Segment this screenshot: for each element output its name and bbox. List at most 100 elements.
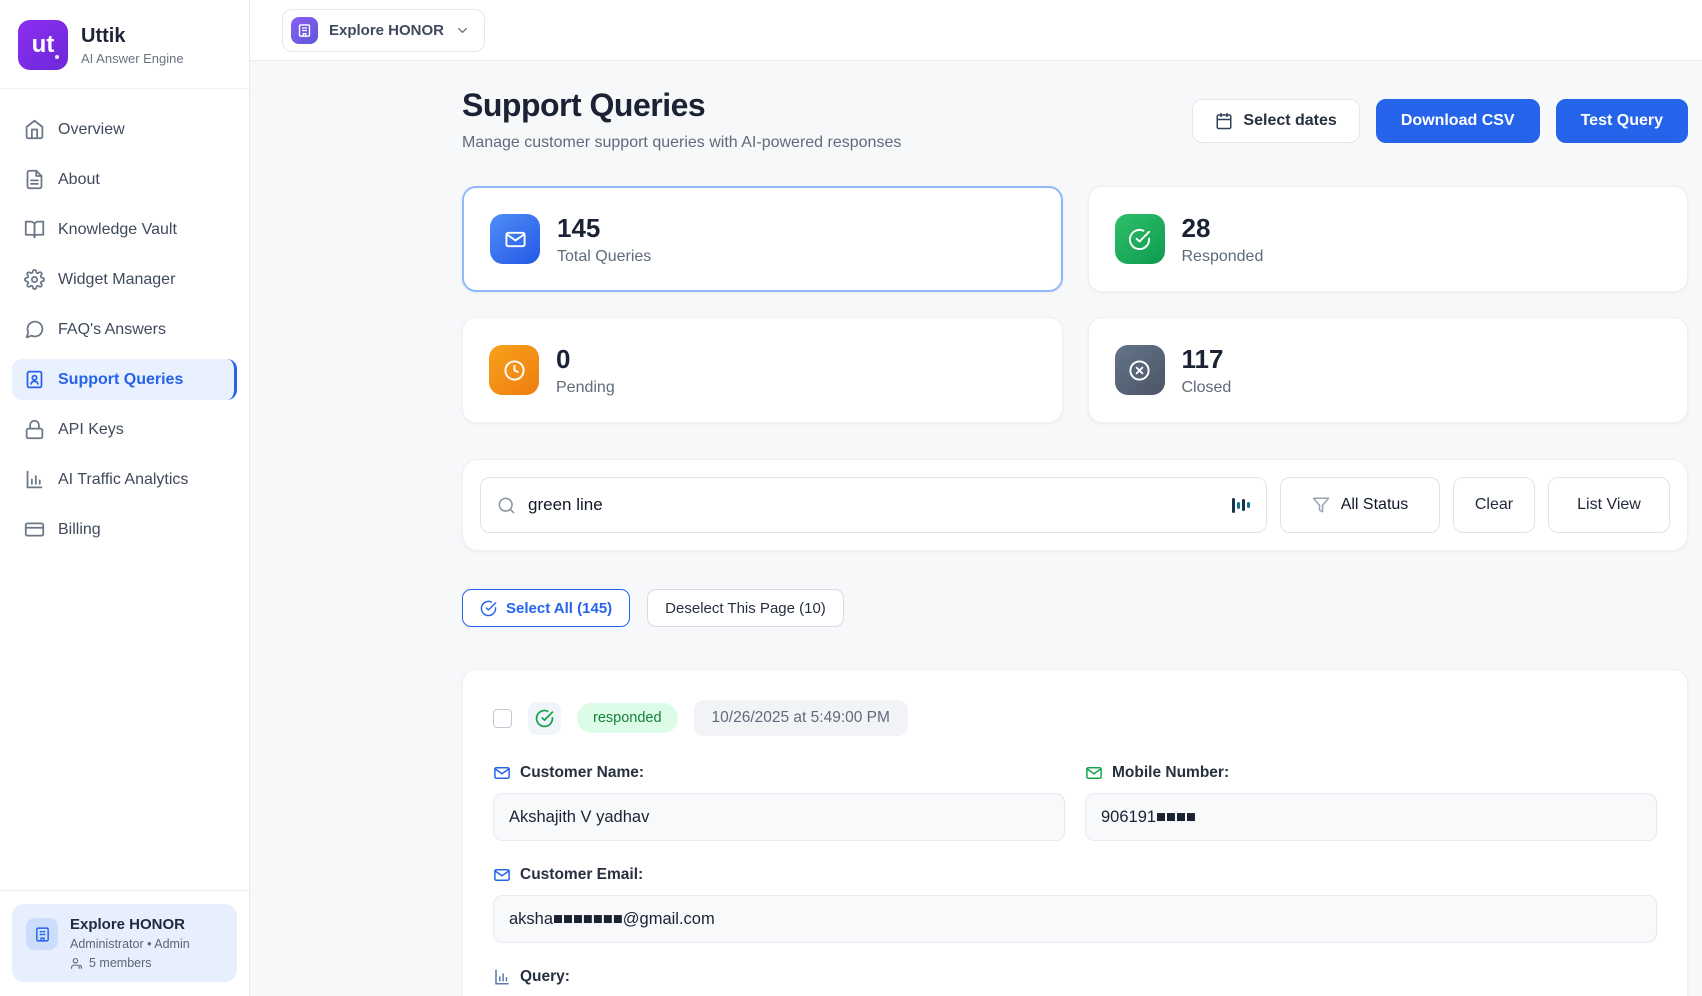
stat-label: Closed — [1181, 378, 1232, 396]
chat-bubble-icon — [24, 319, 45, 340]
check-circle-icon — [1114, 214, 1165, 264]
stat-value: 28 — [1181, 212, 1211, 243]
brand-name: Uttik — [81, 24, 126, 47]
main-area: Explore HONOR Support Queries Manage cus… — [250, 0, 1702, 996]
stats-grid: 145 Total Queries 28 Responded 0 — [462, 186, 1688, 423]
voice-waveform-icon[interactable] — [1232, 497, 1250, 513]
responded-check-icon — [528, 701, 561, 735]
sidebar-item-label: FAQ's Answers — [58, 320, 166, 338]
query-field: Query: after update green line appeared … — [493, 968, 1657, 996]
query-label: Query: — [520, 968, 570, 985]
envelope-icon — [1085, 764, 1103, 782]
page-content: Support Queries Manage customer support … — [250, 61, 1702, 996]
circle-check-icon — [480, 600, 497, 617]
stat-label: Responded — [1181, 247, 1264, 265]
customer-email-value: aksha■■■■■■■@gmail.com — [493, 895, 1657, 943]
stat-card-total-queries[interactable]: 145 Total Queries — [462, 186, 1063, 292]
sidebar-item-overview[interactable]: Overview — [12, 109, 237, 150]
sidebar-nav: Overview About Knowledge Vault Widget Ma… — [0, 89, 249, 550]
query-timestamp: 10/26/2025 at 5:49:00 PM — [693, 700, 908, 736]
status-filter-select[interactable]: All Status — [1280, 477, 1440, 533]
brand-logo: ut — [18, 20, 68, 70]
sidebar-item-label: About — [58, 170, 100, 188]
brand-logo-text: ut — [31, 31, 55, 58]
stat-value: 145 — [557, 212, 601, 243]
workspace-switcher-label: Explore HONOR — [329, 21, 445, 39]
page-title: Support Queries — [462, 87, 706, 123]
x-circle-icon — [1114, 345, 1165, 395]
brand-header: ut Uttik AI Answer Engine — [0, 0, 249, 89]
stat-label: Pending — [556, 378, 615, 396]
sidebar-item-knowledge-vault[interactable]: Knowledge Vault — [12, 209, 237, 250]
envelope-icon — [493, 764, 511, 782]
select-all-button[interactable]: Select All (145) — [462, 589, 631, 627]
select-dates-button[interactable]: Select dates — [1192, 99, 1360, 143]
customer-name-value: Akshajith V yadhav — [493, 793, 1065, 841]
bar-chart-icon — [24, 469, 45, 490]
stat-card-closed[interactable]: 117 Closed — [1087, 317, 1688, 423]
search-icon — [497, 496, 516, 515]
customer-email-field: Customer Email: aksha■■■■■■■@gmail.com — [493, 866, 1657, 968]
people-icon — [70, 957, 83, 970]
topbar: Explore HONOR — [250, 0, 1702, 61]
customer-name-field: Customer Name: Akshajith V yadhav — [493, 764, 1065, 866]
search-input[interactable] — [528, 495, 1220, 515]
sidebar-item-label: Support Queries — [58, 370, 184, 388]
envelope-icon — [490, 214, 540, 264]
query-checkbox[interactable] — [493, 708, 512, 728]
status-badge: responded — [577, 703, 678, 733]
list-view-button[interactable]: List View — [1548, 477, 1670, 533]
calendar-icon — [1215, 112, 1233, 130]
stat-value: 0 — [556, 343, 571, 374]
sidebar-item-widget-manager[interactable]: Widget Manager — [12, 259, 237, 300]
page-subtitle: Manage customer support queries with AI-… — [462, 134, 902, 151]
status-filter-value: All Status — [1340, 496, 1409, 513]
chevron-down-icon — [455, 23, 470, 38]
search-box — [480, 477, 1267, 533]
envelope-icon — [493, 866, 511, 884]
members-count: 5 members — [89, 956, 152, 970]
sidebar-item-label: Overview — [58, 120, 125, 138]
stat-card-responded[interactable]: 28 Responded — [1087, 186, 1688, 292]
credit-card-icon — [24, 519, 45, 540]
workspace-switcher[interactable]: Explore HONOR — [282, 8, 486, 52]
building-icon — [26, 918, 58, 950]
sidebar-item-ai-traffic-analytics[interactable]: AI Traffic Analytics — [12, 459, 237, 500]
funnel-icon — [1312, 496, 1330, 514]
stat-value: 117 — [1181, 343, 1224, 374]
sidebar-item-billing[interactable]: Billing — [12, 509, 237, 550]
query-card: responded 10/26/2025 at 5:49:00 PM Custo… — [462, 669, 1688, 996]
workspace-role: Administrator • Admin — [70, 937, 190, 951]
deselect-page-button[interactable]: Deselect This Page (10) — [647, 589, 844, 627]
sidebar-item-support-queries[interactable]: Support Queries — [12, 359, 237, 400]
stat-card-pending[interactable]: 0 Pending — [462, 317, 1063, 423]
mobile-number-label: Mobile Number: — [1112, 764, 1230, 781]
sidebar-item-label: AI Traffic Analytics — [58, 470, 189, 488]
download-csv-button[interactable]: Download CSV — [1375, 99, 1540, 143]
sidebar-item-faqs-answers[interactable]: FAQ's Answers — [12, 309, 237, 350]
customer-name-label: Customer Name: — [520, 764, 645, 781]
workspace-profile-card[interactable]: Explore HONOR Administrator • Admin 5 me… — [12, 904, 237, 982]
selection-controls: Select All (145) Deselect This Page (10) — [462, 589, 1688, 627]
clear-filters-button[interactable]: Clear — [1453, 477, 1535, 533]
document-icon — [24, 169, 45, 190]
lock-icon — [24, 419, 45, 440]
building-icon — [291, 16, 318, 44]
sparkle-icon — [55, 55, 59, 59]
sidebar-item-label: Billing — [58, 520, 101, 538]
bar-chart-icon — [493, 968, 511, 986]
sidebar-item-label: Widget Manager — [58, 270, 176, 288]
sidebar-item-label: Knowledge Vault — [58, 220, 177, 238]
sidebar-footer: Explore HONOR Administrator • Admin 5 me… — [0, 890, 249, 996]
filter-bar: All Status Clear List View — [462, 459, 1688, 551]
sidebar-item-api-keys[interactable]: API Keys — [12, 409, 237, 450]
select-dates-label: Select dates — [1243, 112, 1337, 129]
gear-icon — [24, 269, 45, 290]
sidebar-item-about[interactable]: About — [12, 159, 237, 200]
clock-icon — [489, 345, 539, 395]
workspace-name: Explore HONOR — [70, 916, 186, 933]
sidebar-item-label: API Keys — [58, 420, 124, 438]
book-icon — [24, 219, 45, 240]
mobile-number-value: 906191■■■■ — [1085, 793, 1657, 841]
test-query-button[interactable]: Test Query — [1555, 99, 1688, 143]
